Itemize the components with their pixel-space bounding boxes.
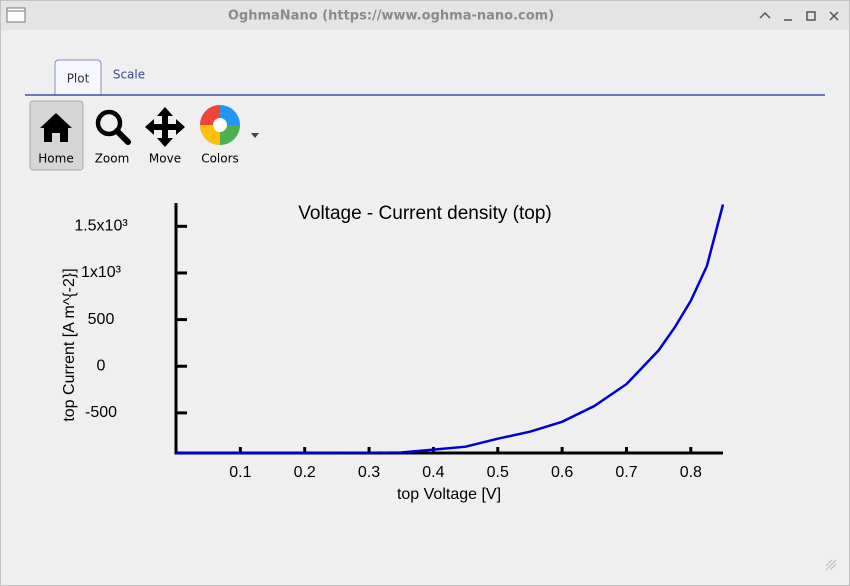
colors-dropdown[interactable] [251,133,259,138]
tab-active[interactable] [54,59,102,95]
x-tick-label: 0.8 [680,464,702,481]
toolbar-label[interactable]: Colors [201,152,239,166]
y-tick-label: 1x10³ [81,264,122,281]
y-tick-label: 0 [97,357,106,374]
btn-close[interactable] [829,11,839,21]
x-tick-label: 0.2 [294,464,316,481]
toolbar-label[interactable]: Zoom [95,152,130,166]
toolbar-label[interactable]: Home [38,152,73,166]
toolbar-button-pressed[interactable] [29,100,84,171]
title-bar [1,1,849,30]
resize-grip[interactable] [825,559,837,571]
x-axis-label: top Voltage [V] [397,486,501,503]
x-tick-label: 0.7 [615,464,637,481]
toolbar-label[interactable]: Move [149,152,181,166]
colors-icon[interactable] [200,105,240,145]
x-tick-label: 0.6 [551,464,573,481]
x-tick-label: 0.4 [422,464,444,481]
x-tick-label: 0.5 [487,464,509,481]
data-line [176,204,725,455]
x-tick-label: 0.1 [229,464,251,481]
zoom-icon-handle[interactable] [114,128,131,145]
home-icon[interactable] [40,113,72,142]
y-axis-label: top Current [A m^{-2}] [61,268,78,421]
btn-maximize[interactable] [806,11,816,21]
chart-title: Voltage - Current density (top) [298,203,551,224]
y-tick-label: 500 [88,311,115,328]
btn-shade[interactable] [759,11,771,19]
zoom-icon[interactable] [95,109,123,137]
window-icon [6,7,26,23]
window-title: OghmaNano (https://www.oghma-nano.com) [228,9,554,24]
move-icon[interactable] [145,107,185,147]
y-tick-label: 1.5x10³ [74,218,128,235]
chart: Voltage - Current density (top) top Volt… [61,203,725,503]
tab-label[interactable]: Plot [67,72,90,86]
y-tick-label: -500 [85,404,117,421]
tab-label[interactable]: Scale [113,68,145,82]
x-tick-label: 0.3 [358,464,380,481]
